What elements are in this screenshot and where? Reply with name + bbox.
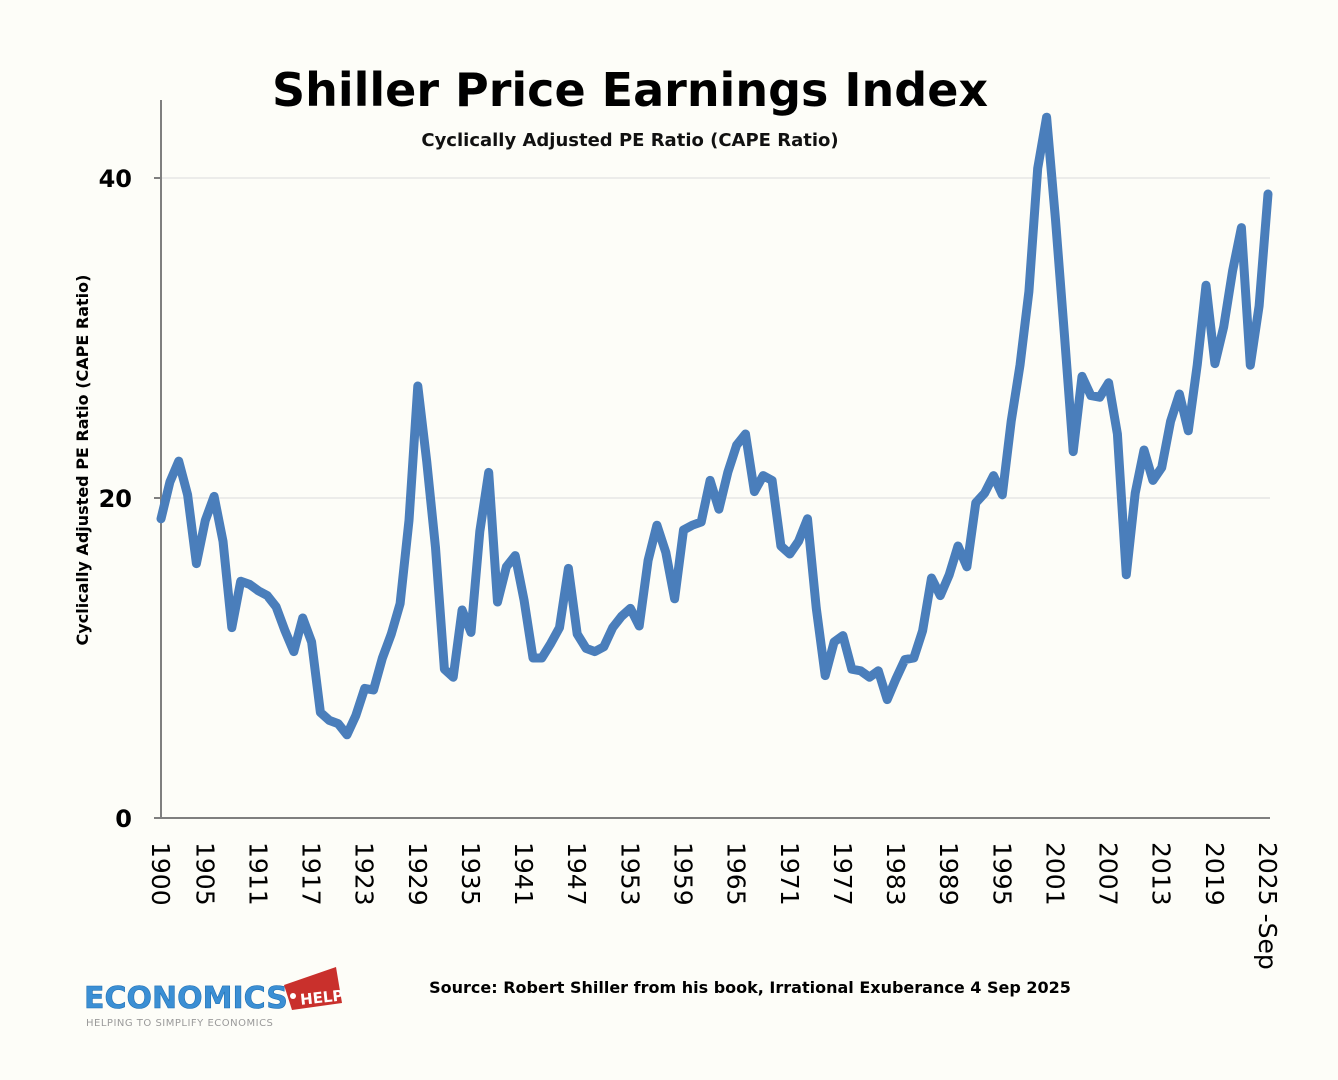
- gridlines: [161, 177, 1270, 499]
- y-tick-label: 20: [99, 485, 132, 513]
- chart-title: Shiller Price Earnings Index: [272, 63, 988, 117]
- x-tick-label: 1965: [722, 842, 751, 906]
- x-tick-label: 1983: [881, 842, 910, 906]
- y-ticks: 0 20 40: [99, 165, 161, 833]
- series-layer: [156, 112, 1273, 740]
- logo-tagline: HELPING TO SIMPLIFY ECONOMICS: [86, 1018, 273, 1029]
- x-tick-label: 1911: [243, 842, 272, 906]
- x-tick-label: 2025 -Sep: [1253, 842, 1282, 970]
- x-tick-label: 1917: [297, 842, 326, 906]
- x-ticks: 1900 1905 1911 1917 1923 1929 1935 1941 1947 1953…: [146, 842, 1282, 970]
- economics-help-logo[interactable]: ECONOMICS HELP HELPING TO SIMPLIFY ECONO…: [84, 967, 344, 1029]
- x-tick-label: 1935: [456, 842, 485, 906]
- x-tick-label: 1989: [934, 842, 963, 906]
- y-axis-label: Cyclically Adjusted PE Ratio (CAPE Ratio…: [73, 275, 92, 646]
- x-tick-label: 2013: [1147, 842, 1176, 906]
- x-tick-label: 1941: [509, 842, 538, 906]
- source-note: Source: Robert Shiller from his book, Ir…: [429, 978, 1071, 997]
- x-tick-label: 1995: [987, 842, 1016, 906]
- x-tick-label: 1947: [562, 842, 591, 906]
- x-tick-label: 1900: [146, 842, 175, 906]
- x-tick-label: 1959: [669, 842, 698, 906]
- x-tick-label: 1977: [828, 842, 857, 906]
- x-tick-label: 1905: [190, 842, 219, 906]
- logo-wordmark: ECONOMICS: [84, 981, 288, 1016]
- x-tick-label: 2001: [1040, 842, 1069, 906]
- x-tick-label: 1923: [350, 842, 379, 906]
- x-tick-label: 2019: [1200, 842, 1229, 906]
- y-tick-label: 40: [99, 165, 132, 193]
- logo-price-tag-icon: [284, 967, 342, 1010]
- y-tick-label: 0: [115, 805, 132, 833]
- series-line-0: [156, 112, 1273, 740]
- logo-tag-text: HELP: [299, 986, 344, 1008]
- x-tick-label: 1971: [775, 842, 804, 906]
- x-tick-label: 1953: [615, 842, 644, 906]
- x-tick-label: 2007: [1094, 842, 1123, 906]
- x-tick-label: 1929: [403, 842, 432, 906]
- chart-subtitle: Cyclically Adjusted PE Ratio (CAPE Ratio…: [421, 130, 838, 151]
